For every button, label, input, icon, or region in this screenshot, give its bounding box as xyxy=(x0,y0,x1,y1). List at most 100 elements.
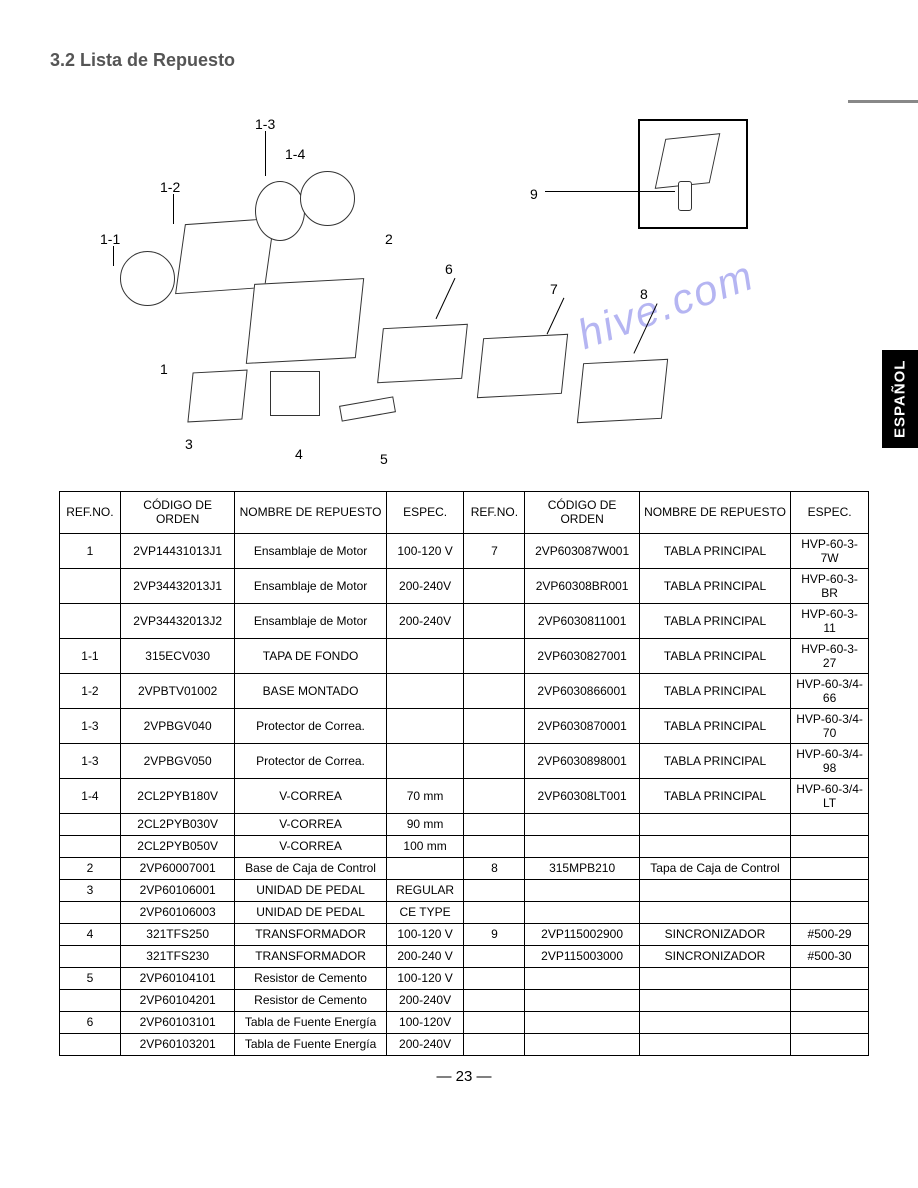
table-cell xyxy=(464,835,525,857)
table-cell xyxy=(464,813,525,835)
table-cell: 70 mm xyxy=(386,778,464,813)
section-title: 3.2 Lista de Repuesto xyxy=(50,50,878,71)
table-cell xyxy=(386,743,464,778)
label-4: 4 xyxy=(295,446,303,462)
table-cell xyxy=(60,945,121,967)
table-cell xyxy=(791,879,869,901)
table-cell xyxy=(464,1033,525,1055)
table-cell: REGULAR xyxy=(386,879,464,901)
table-cell: 3 xyxy=(60,879,121,901)
part-7 xyxy=(477,334,568,398)
leader xyxy=(547,298,565,335)
table-cell xyxy=(525,1011,640,1033)
table-cell: 2VPBTV01002 xyxy=(120,673,235,708)
leader xyxy=(436,278,456,319)
table-cell xyxy=(464,1011,525,1033)
table-row: 2CL2PYB050VV-CORREA100 mm xyxy=(60,835,869,857)
table-cell: 2VP60308LT001 xyxy=(525,778,640,813)
label-1-4: 1-4 xyxy=(285,146,305,162)
label-6: 6 xyxy=(445,261,453,277)
table-cell: HVP-60-3-7W xyxy=(791,533,869,568)
table-cell xyxy=(386,638,464,673)
part-3 xyxy=(187,370,247,423)
table-cell: TABLA PRINCIPAL xyxy=(639,638,790,673)
table-cell xyxy=(464,638,525,673)
table-cell xyxy=(464,778,525,813)
table-row: 2VP34432013J2Ensamblaje de Motor200-240V… xyxy=(60,603,869,638)
table-cell: Tapa de Caja de Control xyxy=(639,857,790,879)
table-cell: 2VP6030870001 xyxy=(525,708,640,743)
table-cell: 2VP14431013J1 xyxy=(120,533,235,568)
table-cell: HVP-60-3/4-98 xyxy=(791,743,869,778)
table-cell: TRANSFORMADOR xyxy=(235,945,386,967)
label-9: 9 xyxy=(530,186,538,202)
part-2 xyxy=(246,278,364,364)
table-row: 52VP60104101Resistor de Cemento100-120 V xyxy=(60,967,869,989)
table-cell xyxy=(791,835,869,857)
table-cell: HVP-60-3/4-LT xyxy=(791,778,869,813)
th-code-l: CÓDIGO DE ORDEN xyxy=(120,492,235,534)
table-cell: 2CL2PYB180V xyxy=(120,778,235,813)
table-cell: HVP-60-3-11 xyxy=(791,603,869,638)
part-6 xyxy=(377,324,468,383)
table-cell: 2VP34432013J1 xyxy=(120,568,235,603)
table-cell xyxy=(639,879,790,901)
table-cell xyxy=(386,673,464,708)
leader xyxy=(633,303,657,353)
table-cell xyxy=(464,901,525,923)
table-cell xyxy=(791,1033,869,1055)
table-cell xyxy=(639,1011,790,1033)
table-cell xyxy=(464,673,525,708)
exploded-diagram: hive.com 1-1 1-2 1-3 1-4 1 2 3 4 5 6 7 8… xyxy=(50,101,878,481)
table-cell: Tabla de Fuente Energía xyxy=(235,1033,386,1055)
table-cell xyxy=(525,967,640,989)
table-cell: 2VP60007001 xyxy=(120,857,235,879)
table-cell xyxy=(386,708,464,743)
th-name-r: NOMBRE DE REPUESTO xyxy=(639,492,790,534)
table-cell: HVP-60-3/4-66 xyxy=(791,673,869,708)
label-8: 8 xyxy=(640,286,648,302)
table-cell xyxy=(791,967,869,989)
leader xyxy=(113,246,114,266)
table-cell: 100-120 V xyxy=(386,923,464,945)
table-cell: UNIDAD DE PEDAL xyxy=(235,901,386,923)
table-row: 2VP60104201Resistor de Cemento200-240V xyxy=(60,989,869,1011)
table-cell xyxy=(525,879,640,901)
table-cell: 100-120 V xyxy=(386,533,464,568)
table-cell xyxy=(639,1033,790,1055)
table-cell xyxy=(639,901,790,923)
table-cell xyxy=(791,857,869,879)
table-cell: Ensamblaje de Motor xyxy=(235,533,386,568)
table-cell: Ensamblaje de Motor xyxy=(235,568,386,603)
table-cell: 2VP34432013J2 xyxy=(120,603,235,638)
watermark-text: hive.com xyxy=(571,251,760,359)
table-row: 12VP14431013J1Ensamblaje de Motor100-120… xyxy=(60,533,869,568)
th-ref-r: REF.NO. xyxy=(464,492,525,534)
part-8 xyxy=(577,359,668,423)
table-cell xyxy=(525,813,640,835)
table-cell: 321TFS250 xyxy=(120,923,235,945)
table-cell xyxy=(60,813,121,835)
table-row: 4321TFS250TRANSFORMADOR100-120 V92VP1150… xyxy=(60,923,869,945)
label-5: 5 xyxy=(380,451,388,467)
leader xyxy=(265,131,266,176)
table-cell: TABLA PRINCIPAL xyxy=(639,708,790,743)
table-cell: 321TFS230 xyxy=(120,945,235,967)
table-cell xyxy=(60,835,121,857)
table-cell xyxy=(525,989,640,1011)
table-row: 321TFS230TRANSFORMADOR200-240 V2VP115003… xyxy=(60,945,869,967)
label-3: 3 xyxy=(185,436,193,452)
th-code-r: CÓDIGO DE ORDEN xyxy=(525,492,640,534)
part-1-1 xyxy=(120,251,175,306)
table-cell: 2VP115002900 xyxy=(525,923,640,945)
table-cell: 1-3 xyxy=(60,743,121,778)
table-cell: 1-3 xyxy=(60,708,121,743)
table-cell: 6 xyxy=(60,1011,121,1033)
table-cell: SINCRONIZADOR xyxy=(639,923,790,945)
table-row: 1-32VPBGV050Protector de Correa.2VP60308… xyxy=(60,743,869,778)
table-cell: 7 xyxy=(464,533,525,568)
table-cell: 2VPBGV050 xyxy=(120,743,235,778)
language-tab: ESPAÑOL xyxy=(882,350,918,448)
table-cell xyxy=(60,989,121,1011)
table-header-row: REF.NO. CÓDIGO DE ORDEN NOMBRE DE REPUES… xyxy=(60,492,869,534)
